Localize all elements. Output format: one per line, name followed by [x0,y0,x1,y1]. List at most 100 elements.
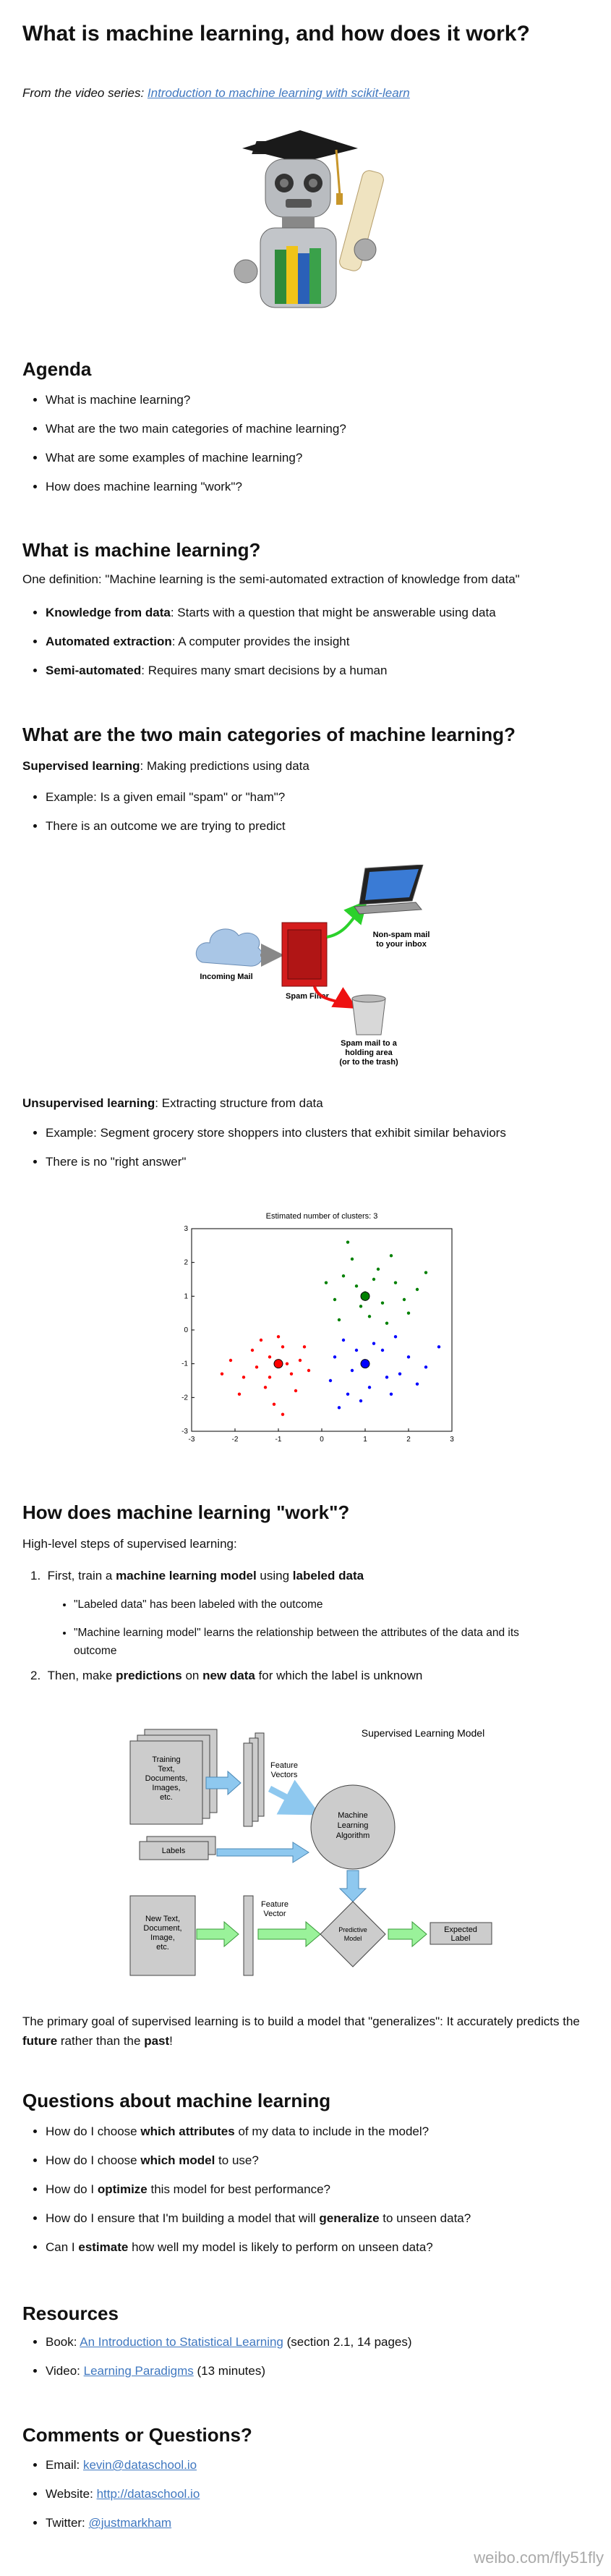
diagram-label: Vectors [271,1771,298,1779]
paragraph: High-level steps of supervised learning: [22,1537,237,1551]
point [406,1355,411,1359]
text: How do I choose [46,2124,141,2138]
agenda-item: How does machine learning "work"? [46,473,346,501]
point [367,1315,372,1318]
point [372,1342,376,1345]
point [415,1287,419,1292]
list: Example: Segment grocery store shoppers … [22,1119,506,1177]
text: : A computer provides the insight [171,635,350,648]
point [324,1281,328,1284]
text: generalize [319,2211,380,2225]
point [302,1345,307,1349]
diagram-label: Documents, [145,1774,188,1783]
point [359,1305,363,1308]
point [402,1297,406,1302]
y-tick-label: 3 [184,1225,188,1233]
point [250,1348,255,1352]
x-tick-label: -1 [275,1436,282,1444]
point [424,1365,428,1369]
contact-list: Email: kevin@dataschool.io Website: http… [22,2451,200,2538]
note: "Labeled data" has been labeled with the… [74,1590,580,1619]
point [276,1335,281,1339]
text: which attributes [140,2124,235,2138]
point [385,1376,389,1379]
term: Automated extraction [46,635,172,648]
text: (13 minutes) [193,2364,265,2378]
diagram-label: Training [152,1755,180,1764]
text: Book: [46,2335,80,2349]
link[interactable]: kevin@dataschool.io [82,2458,197,2472]
point [285,1362,289,1365]
diagram-label: Document, [143,1924,181,1933]
point [437,1345,441,1349]
link[interactable]: @justmarkham [88,2516,172,2530]
point [415,1382,419,1386]
chart-title: Estimated number of clusters: 3 [266,1212,378,1221]
contact: Email: kevin@dataschool.io [46,2451,200,2480]
paragraph: Unsupervised learning: Extracting struct… [22,1096,323,1111]
diagram-label: Feature [261,1900,289,1909]
point [289,1372,294,1376]
diagram-label: to your inbox [376,940,427,949]
points-list: Knowledge from data: Starts with a quest… [22,598,496,685]
question: How do I choose which model to use? [46,2146,471,2175]
point [328,1378,333,1383]
agenda-item: What are some examples of machine learni… [46,444,346,473]
robot-illustration [234,130,384,308]
text: The primary goal of supervised learning … [22,2014,580,2028]
x-tick-label: 2 [406,1436,411,1444]
point [393,1335,398,1339]
text: future [22,2034,58,2048]
diagram-label: (or to the trash) [339,1058,398,1067]
cluster-center [360,1359,370,1369]
section-heading: Questions about machine learning [22,2090,331,2111]
diagram-label: Predictive [338,1926,367,1933]
point [346,1392,350,1396]
link[interactable]: http://dataschool.io [96,2487,200,2501]
y-tick-label: -2 [181,1394,188,1402]
video-series-link[interactable]: Introduction to machine learning with sc… [147,86,410,100]
definition: One definition: "Machine learning is the… [22,572,520,586]
diagram-label: Label [451,1934,471,1943]
contact: Website: http://dataschool.io [46,2480,200,2509]
section-heading: How does machine learning "work"? [22,1501,350,1523]
point [350,1368,354,1373]
y-tick-label: 0 [184,1326,188,1334]
text: to unseen data? [379,2211,471,2225]
text: rather than the [57,2034,145,2048]
x-tick-label: -3 [189,1436,195,1444]
step-notes: "Labeled data" has been labeled with the… [30,1590,580,1660]
point [268,1376,272,1379]
diagram-label: Incoming Mail [200,973,252,981]
point [350,1257,354,1261]
term: Semi-automated [46,664,142,677]
diagram-label: Image, [150,1933,175,1942]
point [337,1318,341,1322]
list-item: There is no "right answer" [46,1148,506,1177]
point [255,1365,259,1369]
point [263,1386,268,1389]
link[interactable]: Learning Paradigms [83,2364,194,2378]
point [380,1301,385,1305]
text: estimate [78,2240,129,2254]
text: how well my model is likely to perform o… [128,2240,433,2254]
questions-list: How do I choose which attributes of my d… [22,2117,471,2262]
point [228,1358,233,1363]
resource: Video: Learning Paradigms (13 minutes) [46,2357,412,2386]
resources-list: Book: An Introduction to Statistical Lea… [22,2328,412,2386]
point [333,1297,337,1302]
diagram-label: holding area [345,1048,393,1057]
plot-frame [191,1228,453,1432]
point [281,1412,285,1416]
section-heading: Agenda [22,358,92,380]
point [376,1267,380,1271]
step: 1. First, train a machine learning model… [30,1569,364,1583]
link[interactable]: An Introduction to Statistical Learning [80,2335,283,2349]
point [337,1406,341,1410]
point [406,1311,411,1315]
diagram-label: etc. [156,1943,169,1952]
page-title: What is machine learning, and how does i… [22,22,530,46]
diagram-label: Vector [263,1910,286,1918]
point: Knowledge from data: Starts with a quest… [46,598,496,627]
point [333,1355,337,1359]
